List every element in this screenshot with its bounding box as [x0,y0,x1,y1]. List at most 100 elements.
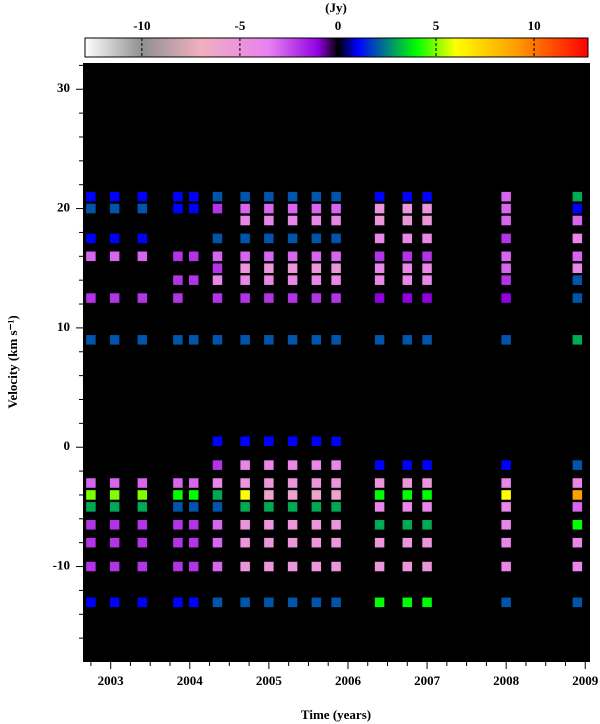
heatmap-cell [173,251,183,262]
heatmap-cell [109,203,120,214]
heatmap-cell [212,460,223,470]
heatmap-cell [264,490,274,500]
heatmap-cell [188,520,199,530]
heatmap-cell [173,490,183,500]
heatmap-cell [572,191,583,202]
x-tick-label: 2004 [177,673,204,688]
heatmap-cell [287,293,298,303]
heatmap-cell [331,478,341,488]
heatmap-cell [240,460,250,470]
heatmap-cell [311,597,322,608]
heatmap-cell [331,215,341,226]
x-tick-label: 2005 [256,673,283,688]
heatmap-cell [188,251,199,262]
heatmap-cell [311,275,322,285]
heatmap-cell [287,478,298,488]
heatmap-cell [422,233,432,244]
heatmap-cell [287,233,298,244]
heatmap-cell [331,191,341,202]
heatmap-cell [402,460,413,470]
heatmap-cell [240,335,250,345]
heatmap-cell [422,561,432,572]
heatmap-cell [188,502,199,512]
heatmap-cell [212,597,223,608]
heatmap-cell [572,293,583,303]
heatmap-cell [374,191,385,202]
heatmap-cell [422,490,432,500]
heatmap-cell [86,490,96,500]
heatmap-cell [109,537,120,548]
heatmap-cell [572,275,583,285]
heatmap-cell [402,215,413,226]
heatmap-cell [311,335,322,345]
heatmap-cell [311,520,322,530]
heatmap-cell [240,215,250,226]
heatmap-cell [109,275,120,285]
heatmap-cell [109,251,120,262]
heatmap-cell [311,233,322,244]
heatmap-cell [311,561,322,572]
heatmap-cell [188,203,199,214]
heatmap-cell [331,502,341,512]
heatmap-cell [501,561,511,572]
heatmap-cell [86,233,96,244]
heatmap-cell [374,502,385,512]
heatmap-cell [402,520,413,530]
colorbar-tick-label: 5 [433,18,440,33]
heatmap-cell [109,561,120,572]
heatmap-cell [264,597,274,608]
heatmap-cell [311,490,322,500]
heatmap-cell [572,460,583,470]
heatmap-cell [311,502,322,512]
heatmap-cell [188,478,199,488]
heatmap-cell [501,215,511,226]
heatmap-cell [109,460,120,470]
heatmap-cell [402,502,413,512]
heatmap-cell [311,203,322,214]
heatmap-cell [212,275,223,285]
heatmap-cell [212,191,223,202]
heatmap-cell [422,520,432,530]
heatmap-cell [264,502,274,512]
heatmap-cell [572,537,583,548]
heatmap-cell [109,263,120,274]
heatmap-cell [137,490,148,500]
heatmap-cell [331,251,341,262]
heatmap-cell [86,537,96,548]
heatmap-cell [264,561,274,572]
heatmap-cell [137,335,148,345]
heatmap-cell [311,251,322,262]
heatmap-cell [173,436,183,447]
heatmap-cell [311,191,322,202]
heatmap-cell [331,537,341,548]
heatmap-cell [212,215,223,226]
heatmap-cell [374,233,385,244]
heatmap-cell [173,478,183,488]
colorbar-tick-label: -5 [234,18,245,33]
heatmap-cell [86,520,96,530]
heatmap-cell [86,460,96,470]
heatmap-cell [86,251,96,262]
heatmap-cell [137,436,148,447]
heatmap-cell [402,251,413,262]
heatmap-cell [240,490,250,500]
heatmap-cell [501,436,511,447]
heatmap-cell [86,597,96,608]
heatmap-cell [374,215,385,226]
heatmap-cell [572,561,583,572]
heatmap-cell [86,561,96,572]
heatmap-cell [402,335,413,345]
heatmap-cell [331,335,341,345]
heatmap-cell [240,191,250,202]
heatmap-cell [173,597,183,608]
heatmap-cell [212,478,223,488]
heatmap-cell [240,233,250,244]
heatmap-cell [287,561,298,572]
heatmap-cell [212,436,223,447]
heatmap-cell [501,537,511,548]
heatmap-cell [501,478,511,488]
heatmap-cell [137,502,148,512]
y-tick-label: -10 [53,558,70,573]
heatmap-cell [374,251,385,262]
heatmap-cell [311,436,322,447]
